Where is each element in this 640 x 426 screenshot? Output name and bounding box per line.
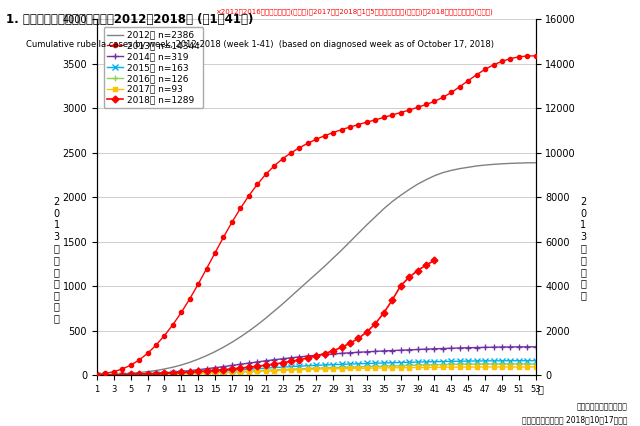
Text: ×2012～2016年は年間集計値(確定値)、2017年は2018年1月5日時点の集計値(暫定値)、2018年は週報速報値(暫定値): ×2012～2016年は年間集計値(確定値)、2017年は2018年1月5日時点… (216, 9, 493, 15)
Y-axis label: 2
0
1
3
年
以
外
の
報
告
数: 2 0 1 3 年 以 外 の 報 告 数 (53, 197, 60, 323)
Text: 1. 風しん累積報告数の推移　　2012～2018年 (で1～41週): 1. 風しん累積報告数の推移 2012～2018年 (で1～41週) (6, 13, 254, 26)
Y-axis label: 2
0
1
3
年
の
報
告
数: 2 0 1 3 年 の 報 告 数 (580, 197, 587, 300)
Text: Cumulative rubella cases by week, 2012-2018 (week 1-41)  (based on diagnosed wee: Cumulative rubella cases by week, 2012-2… (26, 40, 493, 49)
Text: 診断週にもとづいた報告: 診断週にもとづいた報告 (577, 403, 627, 412)
Text: 感染症発生動向調査 2018年10月17日現在: 感染症発生動向調査 2018年10月17日現在 (522, 415, 627, 424)
Text: 週: 週 (538, 384, 544, 394)
Legend: 2012年 n=2386, 2013年 n=14344, 2014年 n=319, 2015年 n=163, 2016年 n=126, 2017年 n=93, : 2012年 n=2386, 2013年 n=14344, 2014年 n=319… (104, 27, 204, 108)
